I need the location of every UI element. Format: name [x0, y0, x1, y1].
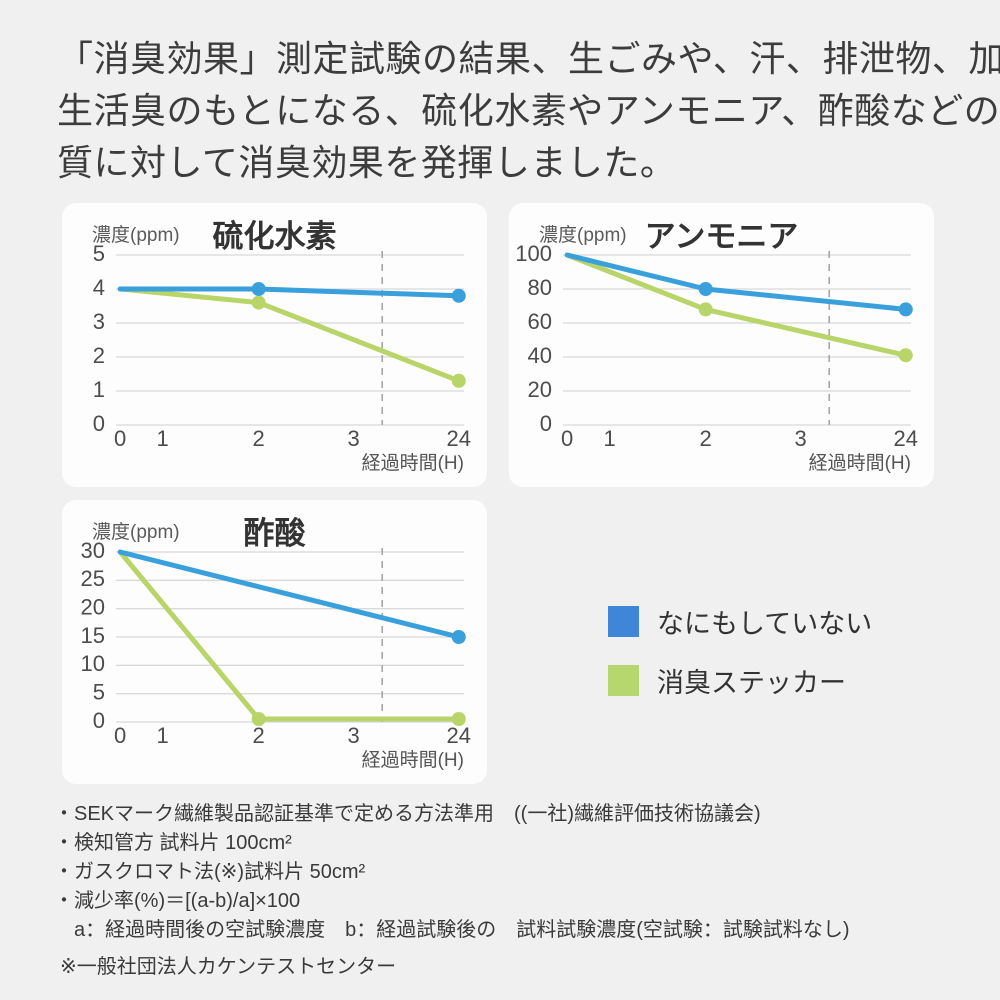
- legend-item-deodorant-sticker: 消臭ステッカー: [608, 661, 872, 700]
- svg-text:3: 3: [93, 309, 105, 334]
- svg-text:1: 1: [604, 426, 616, 451]
- svg-text:1: 1: [157, 723, 169, 748]
- chart-card-ammonia: 0 20 40 60 80 100 0 1 2 3 24 濃度(ppm) アンモニア 経過時間(H): [509, 203, 934, 487]
- ammonia-chart-plot: 0 20 40 60 80 100 0 1 2 3 24: [515, 241, 918, 451]
- footnote-line: ・検知管方 試料片 100cm²: [54, 832, 292, 854]
- svg-text:0: 0: [114, 426, 126, 451]
- chart-card-hydrogen-sulfide: 0 1 2 3 4 5 0 1 2 3 24 濃度(ppm) 硫化水素 経過時間(H): [62, 203, 487, 487]
- svg-text:2: 2: [700, 426, 712, 451]
- svg-text:24: 24: [894, 426, 918, 451]
- svg-text:5: 5: [93, 679, 105, 704]
- page-heading: 「消臭効果」測定試験の結果、生ごみや、汗、排泄物、加齢臭など 生活臭のもとになる…: [57, 33, 1000, 189]
- svg-text:0: 0: [540, 411, 552, 436]
- y-axis-unit-label: 濃度(ppm): [92, 225, 180, 246]
- x-axis-label: 経過時間(H): [808, 453, 911, 474]
- svg-text:2: 2: [253, 723, 265, 748]
- x-axis-label: 経過時間(H): [361, 453, 464, 474]
- svg-text:24: 24: [447, 723, 471, 748]
- svg-text:1: 1: [93, 377, 105, 402]
- svg-text:80: 80: [528, 275, 552, 300]
- svg-text:0: 0: [114, 723, 126, 748]
- svg-text:4: 4: [93, 275, 105, 300]
- svg-text:25: 25: [81, 566, 105, 591]
- svg-text:3: 3: [348, 426, 360, 451]
- svg-text:60: 60: [528, 309, 552, 334]
- svg-text:2: 2: [93, 343, 105, 368]
- svg-text:10: 10: [81, 651, 105, 676]
- chart-title-ammonia: アンモニア: [644, 219, 799, 254]
- svg-text:2: 2: [253, 426, 265, 451]
- svg-text:15: 15: [81, 623, 105, 648]
- chart-title-hydrogen-sulfide: 硫化水素: [212, 219, 337, 254]
- svg-text:40: 40: [528, 343, 552, 368]
- legend-item-untreated: なにもしていない: [608, 602, 872, 641]
- footnote-note: ※一般社団法人カケンテストセンター: [60, 956, 397, 978]
- y-axis-unit-label: 濃度(ppm): [539, 225, 627, 246]
- legend: なにもしていない 消臭ステッカー: [608, 602, 872, 720]
- svg-text:100: 100: [515, 241, 552, 266]
- svg-text:3: 3: [795, 426, 807, 451]
- legend-swatch-green: [608, 665, 639, 696]
- svg-text:3: 3: [348, 723, 360, 748]
- svg-text:0: 0: [93, 411, 105, 436]
- legend-label: なにもしていない: [657, 609, 873, 639]
- svg-text:5: 5: [93, 241, 105, 266]
- svg-text:0: 0: [561, 426, 573, 451]
- footnotes: ・SEKマーク繊維製品認証基準で定める方法準用 ((一社)繊維評価技術協議会) …: [54, 800, 850, 982]
- svg-text:0: 0: [93, 708, 105, 733]
- footnote-line: ・ガスクロマト法(※)試料片 50cm²: [54, 861, 366, 883]
- x-axis-label: 経過時間(H): [361, 750, 464, 771]
- heading-line-1: 「消臭効果」測定試験の結果、生ごみや、汗、排泄物、加齢臭など: [57, 38, 1000, 79]
- chart-title-acetic-acid: 酢酸: [243, 516, 306, 551]
- svg-text:20: 20: [528, 377, 552, 402]
- footnote-line: a：経過時間後の空試験濃度 b：経過試験後の 試料試験濃度(空試験：試験試料なし…: [54, 919, 850, 941]
- svg-text:1: 1: [157, 426, 169, 451]
- chart-card-acetic-acid: 0 5 10 15 20 25 30 0 1 2 3 24 濃度(ppm) 酢酸 経過時間(H): [62, 500, 487, 784]
- heading-line-2: 生活臭のもとになる、硫化水素やアンモニア、酢酸などの悪臭物: [57, 90, 1000, 131]
- footnote-line: ・SEKマーク繊維製品認証基準で定める方法準用 ((一社)繊維評価技術協議会): [54, 803, 761, 825]
- svg-text:30: 30: [81, 538, 105, 563]
- legend-label: 消臭ステッカー: [657, 668, 846, 698]
- y-axis-unit-label: 濃度(ppm): [92, 522, 180, 543]
- legend-swatch-blue: [608, 606, 639, 637]
- svg-text:24: 24: [447, 426, 471, 451]
- heading-line-3: 質に対して消臭効果を発揮しました。: [57, 142, 677, 183]
- footnote-line: ・減少率(%)＝[(a-b)/a]×100: [54, 890, 301, 912]
- svg-text:20: 20: [81, 594, 105, 619]
